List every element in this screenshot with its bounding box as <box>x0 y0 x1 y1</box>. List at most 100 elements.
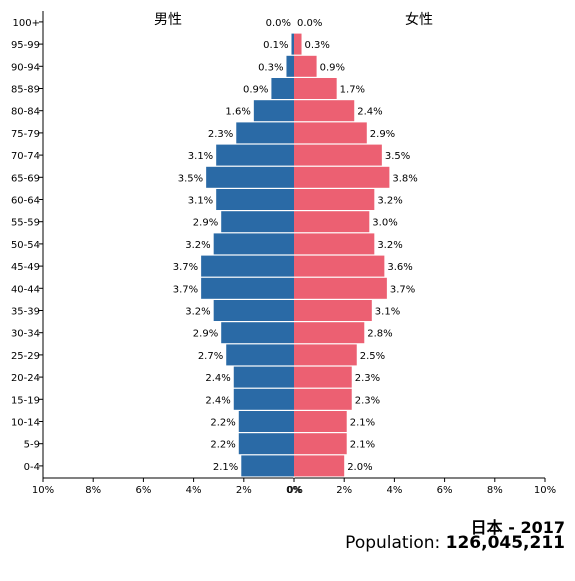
data-label-female: 2.9% <box>370 129 395 140</box>
data-label-male: 2.4% <box>205 373 230 384</box>
data-label-male: 0.9% <box>243 85 268 96</box>
data-label-male: 2.7% <box>198 351 223 362</box>
bar-male-45-49 <box>201 255 294 277</box>
bar-male-5-9 <box>238 433 294 455</box>
data-label-male: 0.0% <box>266 18 291 29</box>
x-tick-label: 6% <box>135 485 151 496</box>
data-label-male: 0.3% <box>258 62 283 73</box>
data-label-female: 0.9% <box>320 62 345 73</box>
x-tick-label: 10% <box>534 485 556 496</box>
y-tick-label: 30-34 <box>11 329 40 340</box>
x-tick-label: 4% <box>186 485 202 496</box>
y-tick-label: 95-99 <box>11 40 40 51</box>
chart-footer-title: 日本 - 2017 <box>470 518 565 537</box>
bar-female-25-29 <box>294 344 357 366</box>
data-label-male: 2.2% <box>210 440 235 451</box>
bar-female-75-79 <box>294 122 367 144</box>
y-tick-label: 20-24 <box>11 373 40 384</box>
x-tick-label: 0% <box>287 485 303 496</box>
y-tick-label: 15-19 <box>11 395 40 406</box>
data-label-female: 3.1% <box>375 307 400 318</box>
data-label-female: 2.1% <box>350 418 375 429</box>
bar-female-15-19 <box>294 388 352 410</box>
bar-male-75-79 <box>236 122 294 144</box>
bar-female-50-54 <box>294 233 375 255</box>
data-label-male: 3.2% <box>185 240 210 251</box>
y-tick-label: 40-44 <box>11 284 40 295</box>
y-tick-label: 35-39 <box>11 307 40 318</box>
bar-male-15-19 <box>233 388 294 410</box>
data-label-male: 3.2% <box>185 307 210 318</box>
data-label-male: 3.1% <box>188 196 213 207</box>
data-label-female: 2.4% <box>357 107 382 118</box>
bar-male-30-34 <box>221 322 294 344</box>
bar-male-20-24 <box>233 366 294 388</box>
data-label-male: 3.7% <box>173 262 198 273</box>
data-label-male: 1.6% <box>225 107 250 118</box>
x-tick-label: 2% <box>336 485 352 496</box>
data-label-female: 1.7% <box>340 85 365 96</box>
population-value: 126,045,211 <box>445 533 565 553</box>
data-label-male: 3.1% <box>188 151 213 162</box>
y-tick-label: 50-54 <box>11 240 40 251</box>
population-pyramid-chart: 0-4 5-9 10-14 15-19 20-24 25-29 30-34 35-39 40-4… <box>11 11 556 496</box>
bar-male-85-89 <box>271 78 294 99</box>
data-label-female: 3.2% <box>377 196 402 207</box>
data-label-female: 3.5% <box>385 151 410 162</box>
data-label-female: 0.0% <box>297 18 322 29</box>
bar-female-40-44 <box>294 277 387 299</box>
bar-female-60-64 <box>294 189 375 210</box>
x-tick-label: 6% <box>437 485 453 496</box>
y-tick-label: 90-94 <box>11 62 40 73</box>
bar-male-55-59 <box>221 211 294 233</box>
data-label-male: 2.2% <box>210 418 235 429</box>
bar-female-0-4 <box>294 455 345 477</box>
chart-bars <box>201 33 390 477</box>
data-label-male: 2.9% <box>193 329 218 340</box>
data-label-female: 3.6% <box>387 262 412 273</box>
data-label-female: 3.2% <box>377 240 402 251</box>
data-label-female: 2.8% <box>367 329 392 340</box>
x-tick-label: 2% <box>236 485 252 496</box>
y-tick-label: 0-4 <box>24 462 40 473</box>
y-tick-label: 25-29 <box>11 351 40 362</box>
x-tick-label: 0% <box>286 485 302 496</box>
bar-female-30-34 <box>294 322 365 344</box>
bar-male-65-69 <box>206 166 294 188</box>
legend-female: 女性 <box>405 11 433 28</box>
y-tick-label: 85-89 <box>11 85 40 96</box>
bar-female-65-69 <box>294 166 390 188</box>
x-tick-label: 8% <box>487 485 503 496</box>
bar-male-95-99 <box>291 33 294 55</box>
y-tick-label: 70-74 <box>11 151 40 162</box>
bar-male-60-64 <box>216 189 294 210</box>
data-label-female: 0.3% <box>305 40 330 51</box>
data-label-female: 2.3% <box>355 395 380 406</box>
bar-female-5-9 <box>294 433 347 455</box>
x-tick-label: 4% <box>386 485 402 496</box>
y-tick-label: 80-84 <box>11 107 40 118</box>
bar-male-35-39 <box>213 300 294 321</box>
bar-male-0-4 <box>241 455 294 477</box>
data-label-female: 2.1% <box>350 440 375 451</box>
x-tick-label: 8% <box>85 485 101 496</box>
y-tick-label: 60-64 <box>11 196 40 207</box>
data-label-female: 3.0% <box>372 218 397 229</box>
data-label-female: 2.0% <box>347 462 372 473</box>
bar-female-35-39 <box>294 300 372 321</box>
bar-female-95-99 <box>294 33 302 55</box>
chart-legend: 男性 女性 <box>154 11 433 28</box>
y-tick-label: 65-69 <box>11 173 40 184</box>
bar-male-80-84 <box>253 100 294 122</box>
x-tick-label: 10% <box>32 485 54 496</box>
bar-female-80-84 <box>294 100 355 122</box>
data-label-male: 0.1% <box>263 40 288 51</box>
data-label-female: 3.7% <box>390 284 415 295</box>
legend-male: 男性 <box>154 12 182 28</box>
y-tick-label: 45-49 <box>11 262 40 273</box>
data-label-male: 2.3% <box>208 129 233 140</box>
bar-female-90-94 <box>294 55 317 77</box>
y-tick-label: 5-9 <box>24 440 40 451</box>
bar-male-40-44 <box>201 277 294 299</box>
data-label-male: 2.9% <box>193 218 218 229</box>
